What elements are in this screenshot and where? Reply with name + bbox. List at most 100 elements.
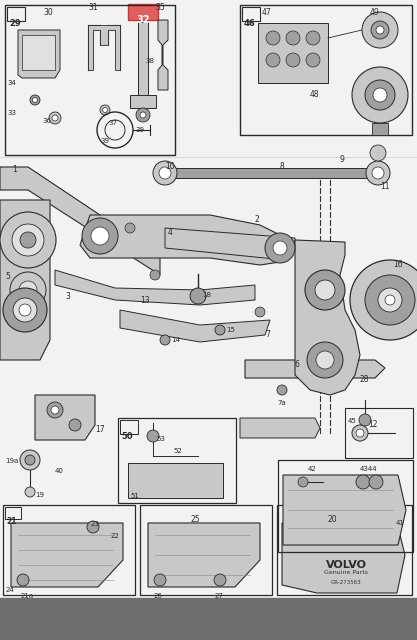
Text: 45: 45 [348,418,357,424]
Circle shape [82,218,118,254]
Text: 8: 8 [280,162,285,171]
Polygon shape [80,215,290,265]
Bar [120,420,138,434]
Circle shape [286,31,300,45]
Bar [278,460,413,552]
Circle shape [266,31,280,45]
Text: 23: 23 [91,521,100,527]
Text: Genuine Parts: Genuine Parts [324,570,368,575]
Polygon shape [240,418,320,438]
Text: 6: 6 [295,360,300,369]
Circle shape [286,53,300,67]
Circle shape [47,402,63,418]
Circle shape [25,455,35,465]
Circle shape [365,275,415,325]
Polygon shape [130,95,156,108]
Polygon shape [18,30,60,78]
Circle shape [91,227,109,245]
FancyBboxPatch shape [128,4,158,20]
Bar [240,5,412,135]
Circle shape [306,53,320,67]
Circle shape [215,325,225,335]
Text: 2: 2 [255,215,260,224]
Circle shape [154,574,166,586]
Text: 38: 38 [145,58,154,64]
Circle shape [305,270,345,310]
Text: 46: 46 [244,19,256,28]
Text: 21: 21 [6,517,17,526]
Circle shape [13,298,37,322]
Bar [7,7,25,21]
Circle shape [125,223,135,233]
Circle shape [370,145,386,161]
Text: 33: 33 [7,110,16,116]
Text: 20: 20 [327,515,337,524]
Text: 7a: 7a [278,400,286,406]
Polygon shape [283,475,406,545]
Bar [118,418,236,503]
Circle shape [385,295,395,305]
Polygon shape [282,523,405,593]
Text: VOLVO - 8622449     N - 32: VOLVO - 8622449 N - 32 [106,612,311,626]
Circle shape [140,112,146,118]
Circle shape [352,425,368,441]
Text: 27: 27 [215,593,224,599]
Text: 4344: 4344 [360,466,378,472]
Text: 34: 34 [7,80,16,86]
Circle shape [0,212,56,268]
Circle shape [136,108,150,122]
Circle shape [214,574,226,586]
Polygon shape [35,395,95,440]
Circle shape [19,304,31,316]
Bar [5,507,21,519]
Text: 51: 51 [130,493,139,499]
Text: 9: 9 [340,155,345,164]
Text: 5: 5 [5,272,10,281]
Text: 53: 53 [156,436,165,442]
Text: 40: 40 [55,468,64,474]
Text: 39: 39 [100,138,109,144]
Polygon shape [128,463,223,498]
Circle shape [150,270,160,280]
Circle shape [52,115,58,121]
Circle shape [366,161,390,185]
Bar [242,7,260,21]
Text: 28: 28 [360,375,369,384]
Text: 50: 50 [121,432,133,441]
Polygon shape [295,240,360,395]
Text: 26: 26 [154,593,163,599]
Circle shape [69,419,81,431]
Text: 36: 36 [42,118,51,124]
Polygon shape [22,35,55,70]
Text: 11: 11 [380,182,389,191]
Polygon shape [55,270,255,305]
Text: 16: 16 [393,260,403,269]
Bar [258,23,328,83]
Circle shape [87,521,99,533]
Text: 12: 12 [368,420,377,429]
Circle shape [33,97,38,102]
Circle shape [20,450,40,470]
Circle shape [376,26,384,34]
Polygon shape [0,200,50,360]
Text: 31: 31 [88,3,98,12]
Circle shape [3,288,47,332]
Text: 14: 14 [171,337,180,343]
Circle shape [372,167,384,179]
Text: 15: 15 [226,327,235,333]
Text: GR-273563: GR-273563 [331,580,362,585]
Circle shape [49,112,61,124]
Text: 48: 48 [310,90,319,99]
Text: 42: 42 [308,466,317,472]
Bar [345,408,413,458]
Text: 18: 18 [202,292,211,298]
Text: 1: 1 [12,165,17,174]
Circle shape [352,67,408,123]
Text: 32: 32 [136,15,150,25]
Bar [3,505,135,595]
Circle shape [315,280,335,300]
Circle shape [160,335,170,345]
Text: 4: 4 [168,228,173,237]
Text: 49: 49 [370,8,380,17]
Polygon shape [88,25,120,70]
